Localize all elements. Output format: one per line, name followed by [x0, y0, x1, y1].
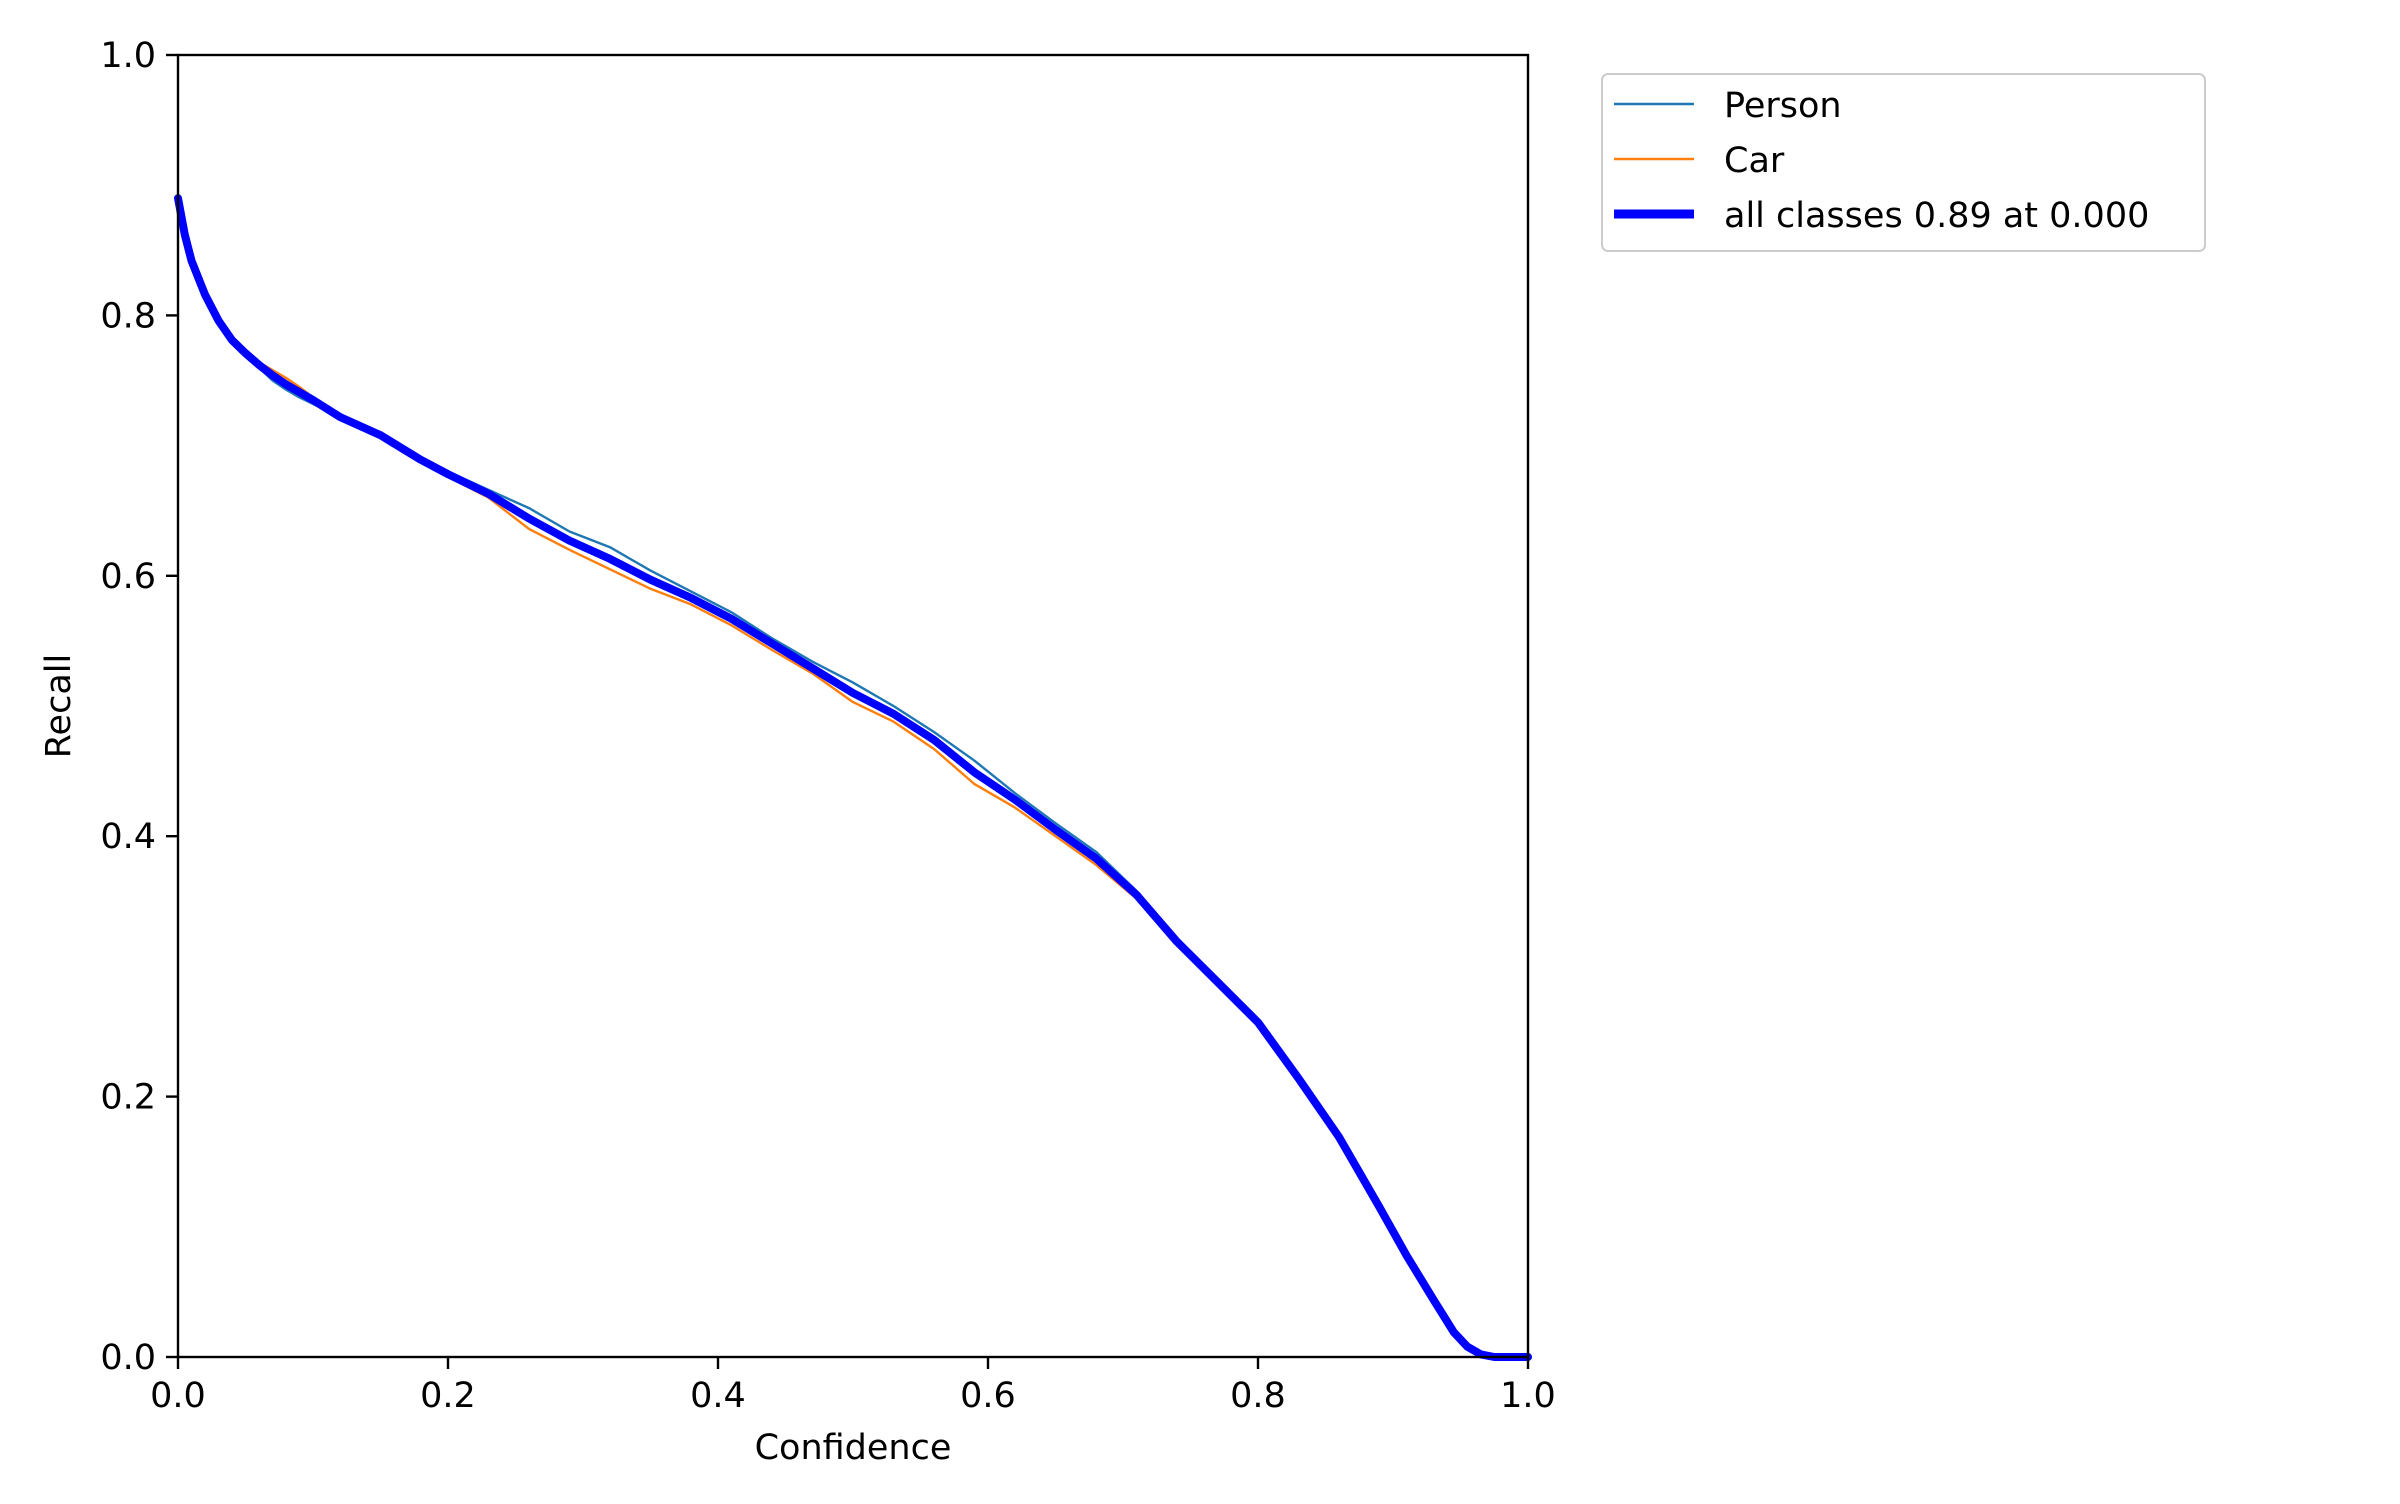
y-axis-label: Recall	[39, 654, 79, 758]
series-line-person	[176, 209, 1530, 1359]
x-tick-label: 0.8	[1230, 1376, 1286, 1416]
x-tick-label: 1.0	[1500, 1376, 1556, 1416]
legend-frame	[1601, 73, 2206, 252]
x-tick-label: 0.6	[960, 1376, 1016, 1416]
legend-label-all-classes: all classes 0.89 at 0.000	[1724, 196, 2149, 236]
series-line-car	[176, 209, 1530, 1359]
x-axis-ticks: 0.0 0.2 0.4 0.6 0.8 1.0	[150, 1357, 1556, 1416]
y-tick-label: 0.8	[100, 296, 156, 336]
y-tick-label: 1.0	[100, 36, 156, 76]
plot-area-frame	[176, 53, 1530, 1359]
series-line-all-classes	[174, 194, 1532, 1361]
y-tick-label: 0.2	[100, 1078, 156, 1118]
x-tick-label: 0.0	[150, 1376, 206, 1416]
y-axis-ticks: 0.0 0.2 0.4 0.6 0.8 1.0	[100, 36, 178, 1378]
x-tick-label: 0.2	[420, 1376, 476, 1416]
legend: Person Car all classes 0.89 at 0.000	[1601, 73, 2206, 252]
y-tick-label: 0.0	[100, 1338, 156, 1378]
x-tick-label: 0.4	[690, 1376, 746, 1416]
y-tick-label: 0.6	[100, 557, 156, 597]
x-axis-label: Confidence	[755, 1428, 952, 1468]
legend-label-person: Person	[1724, 86, 1842, 126]
legend-label-car: Car	[1724, 141, 1785, 181]
series-layer	[174, 194, 1532, 1361]
y-tick-label: 0.4	[100, 817, 156, 857]
